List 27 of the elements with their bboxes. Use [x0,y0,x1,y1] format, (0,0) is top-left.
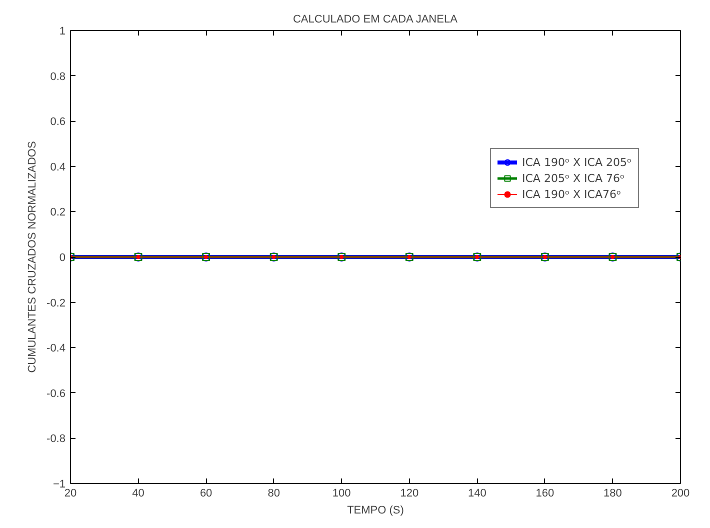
y-tick-label: -0.8 [46,433,66,446]
chart-title: CALCULADO EM CADA JANELA [292,14,458,26]
y-tick-label: 0.4 [50,161,66,174]
x-tick-label: 160 [536,488,554,500]
y-tick-label: -0.4 [46,342,66,355]
y-tick-label: 0 [59,252,66,264]
x-tick-label: 80 [268,488,280,500]
y-axis-title: CUMULANTES CRUZADOS NORMALIZADOS [26,141,39,373]
legend-label: ICA 190ᵒ X ICA 205ᵒ [522,155,632,169]
y-tick-label: -0.6 [46,388,66,400]
x-tick-label: 40 [132,488,144,500]
x-tick-label: 60 [200,488,212,500]
x-tick-label: 120 [400,488,419,500]
x-tick-label: 20 [64,488,77,500]
y-tick-label: −1 [52,478,66,490]
x-tick-label: 200 [671,488,690,500]
x-axis-title: TEMPO (S) [347,504,404,516]
x-tick-label: 100 [332,488,351,500]
y-tick-label: 0.8 [50,70,66,83]
y-tick-label: 0.6 [50,116,66,128]
y-tick-label: -0.2 [46,297,66,310]
y-tick-label: 1 [59,26,66,38]
legend-label: ICA 205ᵒ X ICA 76ᵒ [522,171,625,185]
y-tick-label: 0.2 [50,206,66,219]
x-tick-label: 140 [468,488,486,500]
x-tick-label: 180 [604,488,622,500]
legend-label: ICA 190ᵒ X ICA76ᵒ [522,187,622,201]
